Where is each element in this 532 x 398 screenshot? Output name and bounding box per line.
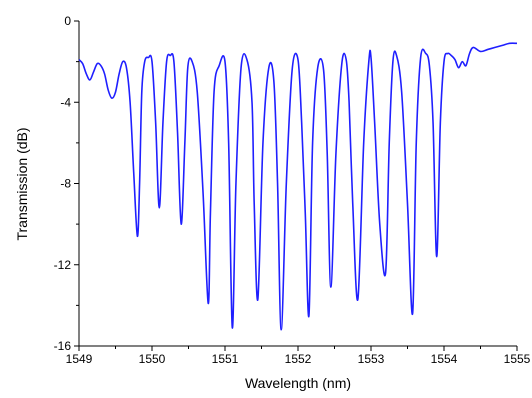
tick-labels: 1549 1550 1551 1552 1553 1554 1555 0 -4 -8 -12 -16 bbox=[54, 14, 531, 366]
y-tick-label: -16 bbox=[54, 339, 72, 353]
x-tick-label: 1553 bbox=[358, 352, 385, 366]
axes bbox=[78, 21, 517, 347]
x-tick-label: 1555 bbox=[504, 352, 531, 366]
x-tick-label: 1550 bbox=[139, 352, 166, 366]
ticks bbox=[74, 20, 518, 351]
y-tick-label: -8 bbox=[60, 177, 71, 191]
y-axis-title: Transmission (dB) bbox=[14, 127, 30, 240]
y-tick-label: -4 bbox=[60, 95, 71, 109]
series-line bbox=[78, 42, 518, 331]
x-axis-title: Wavelength (nm) bbox=[245, 375, 351, 391]
y-tick-label: -12 bbox=[54, 258, 72, 272]
x-tick-label: 1552 bbox=[285, 352, 312, 366]
x-tick-label: 1551 bbox=[212, 352, 239, 366]
x-tick-label: 1554 bbox=[431, 352, 458, 366]
x-tick-label: 1549 bbox=[66, 352, 93, 366]
y-tick-label: 0 bbox=[64, 14, 71, 28]
